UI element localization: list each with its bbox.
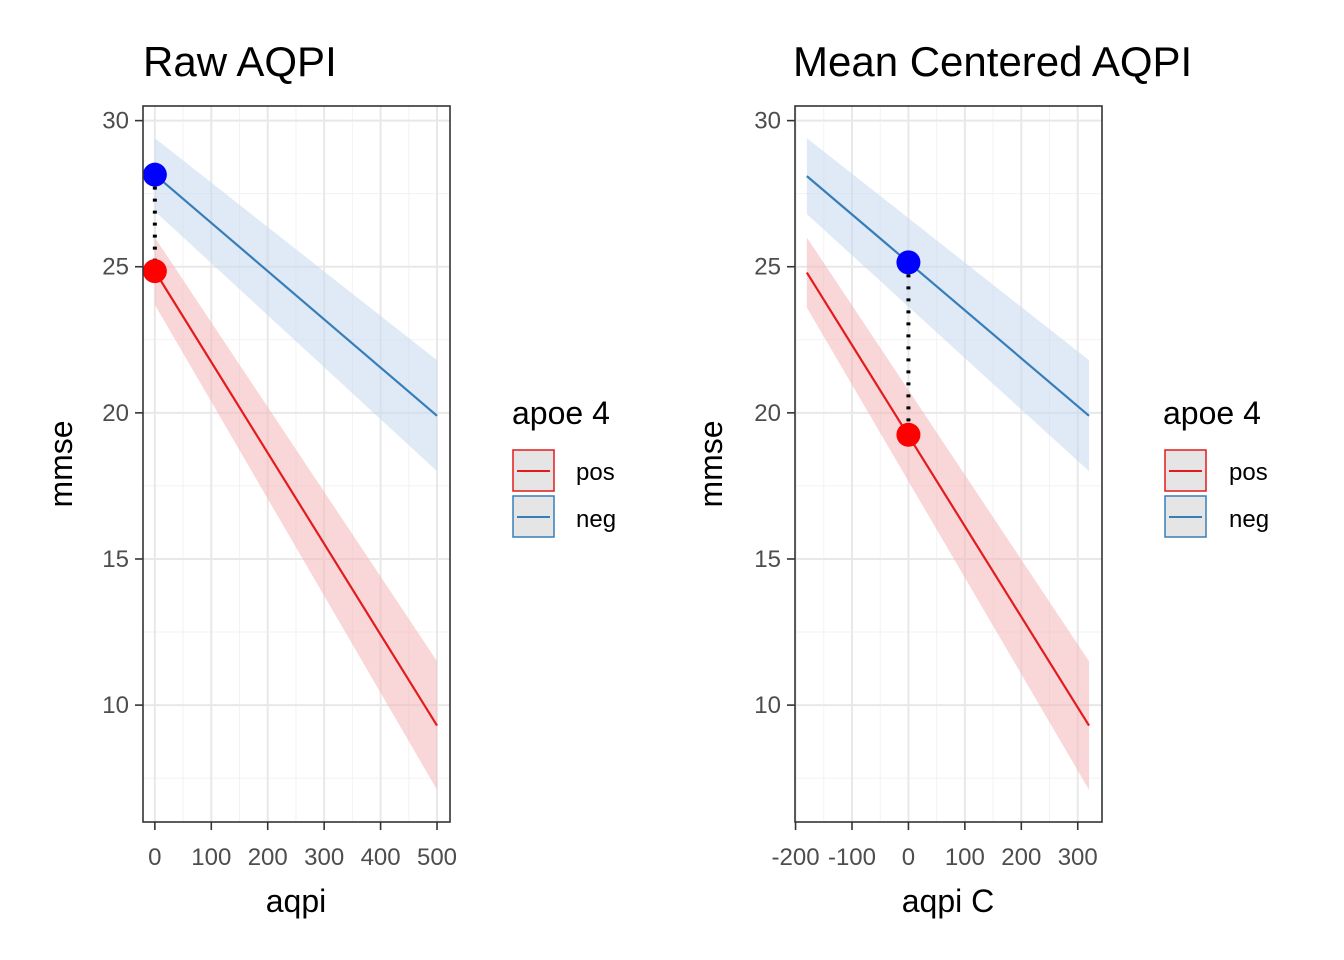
regression-line-pos: [153, 270, 438, 727]
x-axis-title: aqpi C: [902, 883, 995, 919]
intercept-point: [142, 259, 167, 284]
chart-panel-centered: Mean Centered AQPI 10 15 20 25 30 -200 -100 0 1…: [693, 38, 1269, 919]
legend-item-pos: pos: [512, 449, 615, 492]
y-axis-title: mmse: [43, 420, 79, 507]
y-tick-label: 30: [102, 108, 129, 135]
legend-label-neg: neg: [1229, 506, 1269, 533]
x-axis-ticks: 0 100 200 300 400 500: [148, 822, 457, 871]
x-tick-label: 100: [945, 844, 985, 871]
legend-item-pos: pos: [1164, 449, 1268, 492]
ci-ribbon-pos: [154, 237, 438, 790]
legend-title: apoe 4: [512, 395, 610, 431]
x-axis-ticks: -200 -100 0 100 200 300: [772, 822, 1098, 871]
regression-line-pos: [805, 271, 1090, 727]
y-axis-ticks: 10 15 20 25 30: [754, 108, 795, 719]
chart-panel-raw: Raw AQPI 10 15 20 25 30 0 100 200 300 400 500 aqp…: [43, 38, 616, 919]
plot-border: [794, 105, 1103, 823]
legend-item-neg: neg: [1164, 495, 1269, 538]
x-tick-label: -100: [828, 844, 876, 871]
legend-label-pos: pos: [1229, 459, 1268, 486]
regression-line-neg: [806, 175, 1090, 417]
x-tick-label: 200: [248, 844, 288, 871]
x-tick-label: -200: [772, 844, 820, 871]
y-tick-label: 15: [102, 546, 129, 573]
y-axis-title: mmse: [693, 420, 729, 507]
ci-ribbon-pos: [806, 237, 1090, 790]
y-tick-label: 20: [102, 400, 129, 427]
legend-title: apoe 4: [1163, 395, 1261, 431]
x-tick-label: 200: [1001, 844, 1041, 871]
legend: apoe 4 pos neg: [512, 395, 616, 538]
ci-ribbon-neg: [154, 138, 438, 472]
y-tick-label: 10: [754, 692, 781, 719]
y-axis-ticks: 10 15 20 25 30: [102, 108, 143, 719]
x-tick-label: 100: [191, 844, 231, 871]
y-tick-label: 10: [102, 692, 129, 719]
legend: apoe 4 pos neg: [1163, 395, 1269, 538]
plot-area: [805, 138, 1090, 790]
legend-label-neg: neg: [576, 506, 616, 533]
x-tick-label: 400: [361, 844, 401, 871]
chart-title: Raw AQPI: [143, 38, 337, 85]
legend-item-neg: neg: [512, 495, 616, 538]
y-tick-label: 20: [754, 400, 781, 427]
ci-ribbon-neg: [806, 138, 1090, 472]
plot-border: [142, 105, 451, 823]
intercept-point: [142, 162, 167, 187]
x-tick-label: 500: [417, 844, 457, 871]
intercept-point: [896, 422, 921, 447]
y-tick-label: 15: [754, 546, 781, 573]
x-tick-label: 0: [148, 844, 161, 871]
legend-label-pos: pos: [576, 459, 615, 486]
y-tick-label: 30: [754, 108, 781, 135]
y-tick-label: 25: [754, 254, 781, 281]
regression-line-neg: [154, 173, 438, 417]
chart-title: Mean Centered AQPI: [793, 38, 1192, 85]
intercept-point: [896, 250, 921, 275]
x-tick-label: 300: [1058, 844, 1098, 871]
x-tick-label: 300: [304, 844, 344, 871]
plot-area: [142, 138, 438, 790]
y-tick-label: 25: [102, 254, 129, 281]
x-tick-label: 0: [902, 844, 915, 871]
x-axis-title: aqpi: [266, 883, 327, 919]
